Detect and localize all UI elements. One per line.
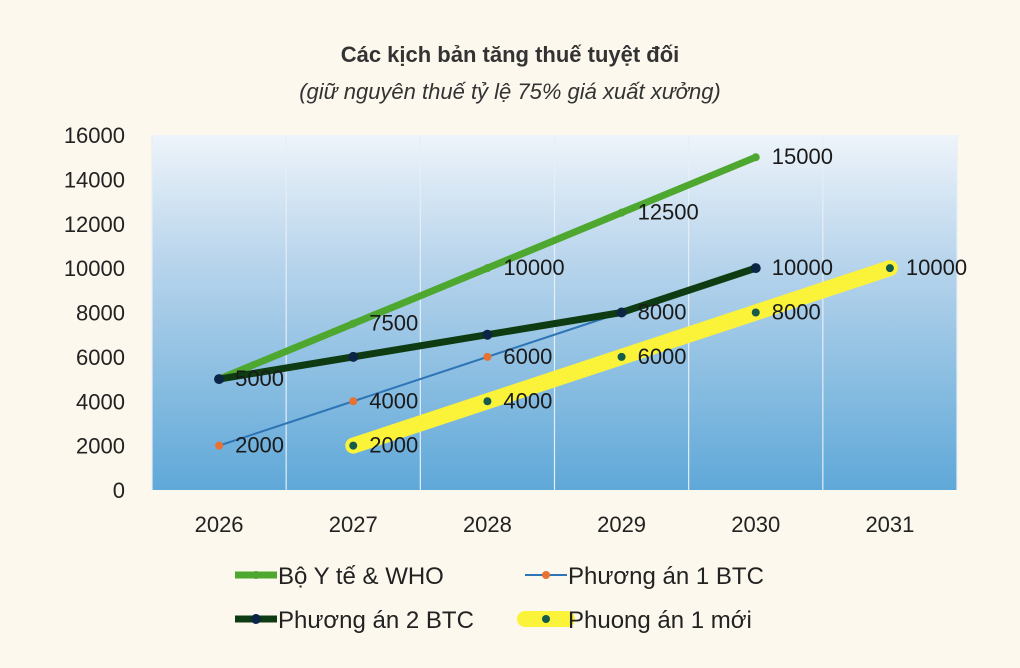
data-label: 7500: [369, 311, 418, 336]
series-line-btc1: [218, 311, 622, 447]
data-label: 10000: [503, 255, 564, 280]
chart-title: Các kịch bản tăng thuế tuyệt đối: [341, 42, 680, 67]
data-point-new1: [751, 308, 760, 317]
x-tick-label: 2027: [329, 512, 378, 537]
data-label: 15000: [772, 144, 833, 169]
data-label: 6000: [638, 344, 687, 369]
y-tick-label: 2000: [76, 434, 125, 459]
data-label: 12500: [638, 200, 699, 225]
grid-lines: [151, 135, 958, 490]
data-point-new1: [349, 441, 358, 450]
x-axis: 2026 2027 2028 2029 2030 2031: [195, 512, 915, 537]
data-point-who: [751, 153, 760, 162]
legend-marker: [542, 615, 550, 623]
y-tick-label: 10000: [64, 256, 125, 281]
legend-label: Bộ Y tế & WHO: [278, 563, 444, 590]
data-point-btc1: [483, 352, 492, 361]
y-tick-label: 6000: [76, 345, 125, 370]
y-axis: 0 2000 4000 6000 8000 10000 12000 14000 16000: [64, 123, 125, 503]
y-tick-label: 0: [113, 478, 125, 503]
data-label: 10000: [906, 255, 967, 280]
data-label: 10000: [772, 255, 833, 280]
x-tick-label: 2030: [731, 512, 780, 537]
data-point-btc2: [348, 351, 359, 362]
y-tick-label: 14000: [64, 167, 125, 192]
data-label: 2000: [235, 433, 284, 458]
y-tick-label: 8000: [76, 301, 125, 326]
legend-marker: [251, 614, 261, 624]
data-label: 2000: [369, 433, 418, 458]
legend-label: Phương án 2 BTC: [278, 607, 474, 634]
data-point-btc1: [349, 397, 358, 406]
x-tick-label: 2028: [463, 512, 512, 537]
data-point-btc2: [482, 329, 493, 340]
data-labels: 7500 10000 12500 15000 2000 4000 6000 5000 8000 1…: [235, 144, 967, 457]
data-point-btc2: [750, 263, 761, 274]
chart-subtitle: (giữ nguyên thuế tỷ lệ 75% giá xuất xưởn…: [299, 79, 721, 104]
data-label: 4000: [369, 388, 418, 413]
data-point-who: [617, 208, 626, 217]
data-point-btc2: [214, 374, 225, 385]
x-tick-label: 2031: [865, 512, 914, 537]
data-point-who: [483, 264, 492, 273]
legend-marker: [542, 571, 550, 579]
data-point-new1: [617, 352, 626, 361]
legend-label: Phuong án 1 mới: [568, 607, 752, 634]
data-point-btc1: [215, 441, 224, 450]
data-label: 6000: [503, 344, 552, 369]
data-label: 8000: [772, 300, 821, 325]
legend: Bộ Y tế & WHO Phương án 1 BTC Phương án 2 …: [235, 563, 764, 634]
data-point-new1: [483, 397, 492, 406]
y-tick-label: 4000: [76, 389, 125, 414]
data-point-btc2: [616, 307, 627, 318]
data-point-who: [349, 319, 358, 328]
series-layer: [214, 153, 898, 454]
data-point-new1: [885, 264, 894, 273]
data-label: 8000: [638, 300, 687, 325]
data-label: 5000: [235, 366, 284, 391]
legend-marker: [252, 571, 260, 579]
x-tick-label: 2029: [597, 512, 646, 537]
legend-label: Phương án 1 BTC: [568, 563, 764, 590]
data-label: 4000: [503, 388, 552, 413]
y-tick-label: 16000: [64, 123, 125, 148]
y-tick-label: 12000: [64, 212, 125, 237]
x-tick-label: 2026: [195, 512, 244, 537]
